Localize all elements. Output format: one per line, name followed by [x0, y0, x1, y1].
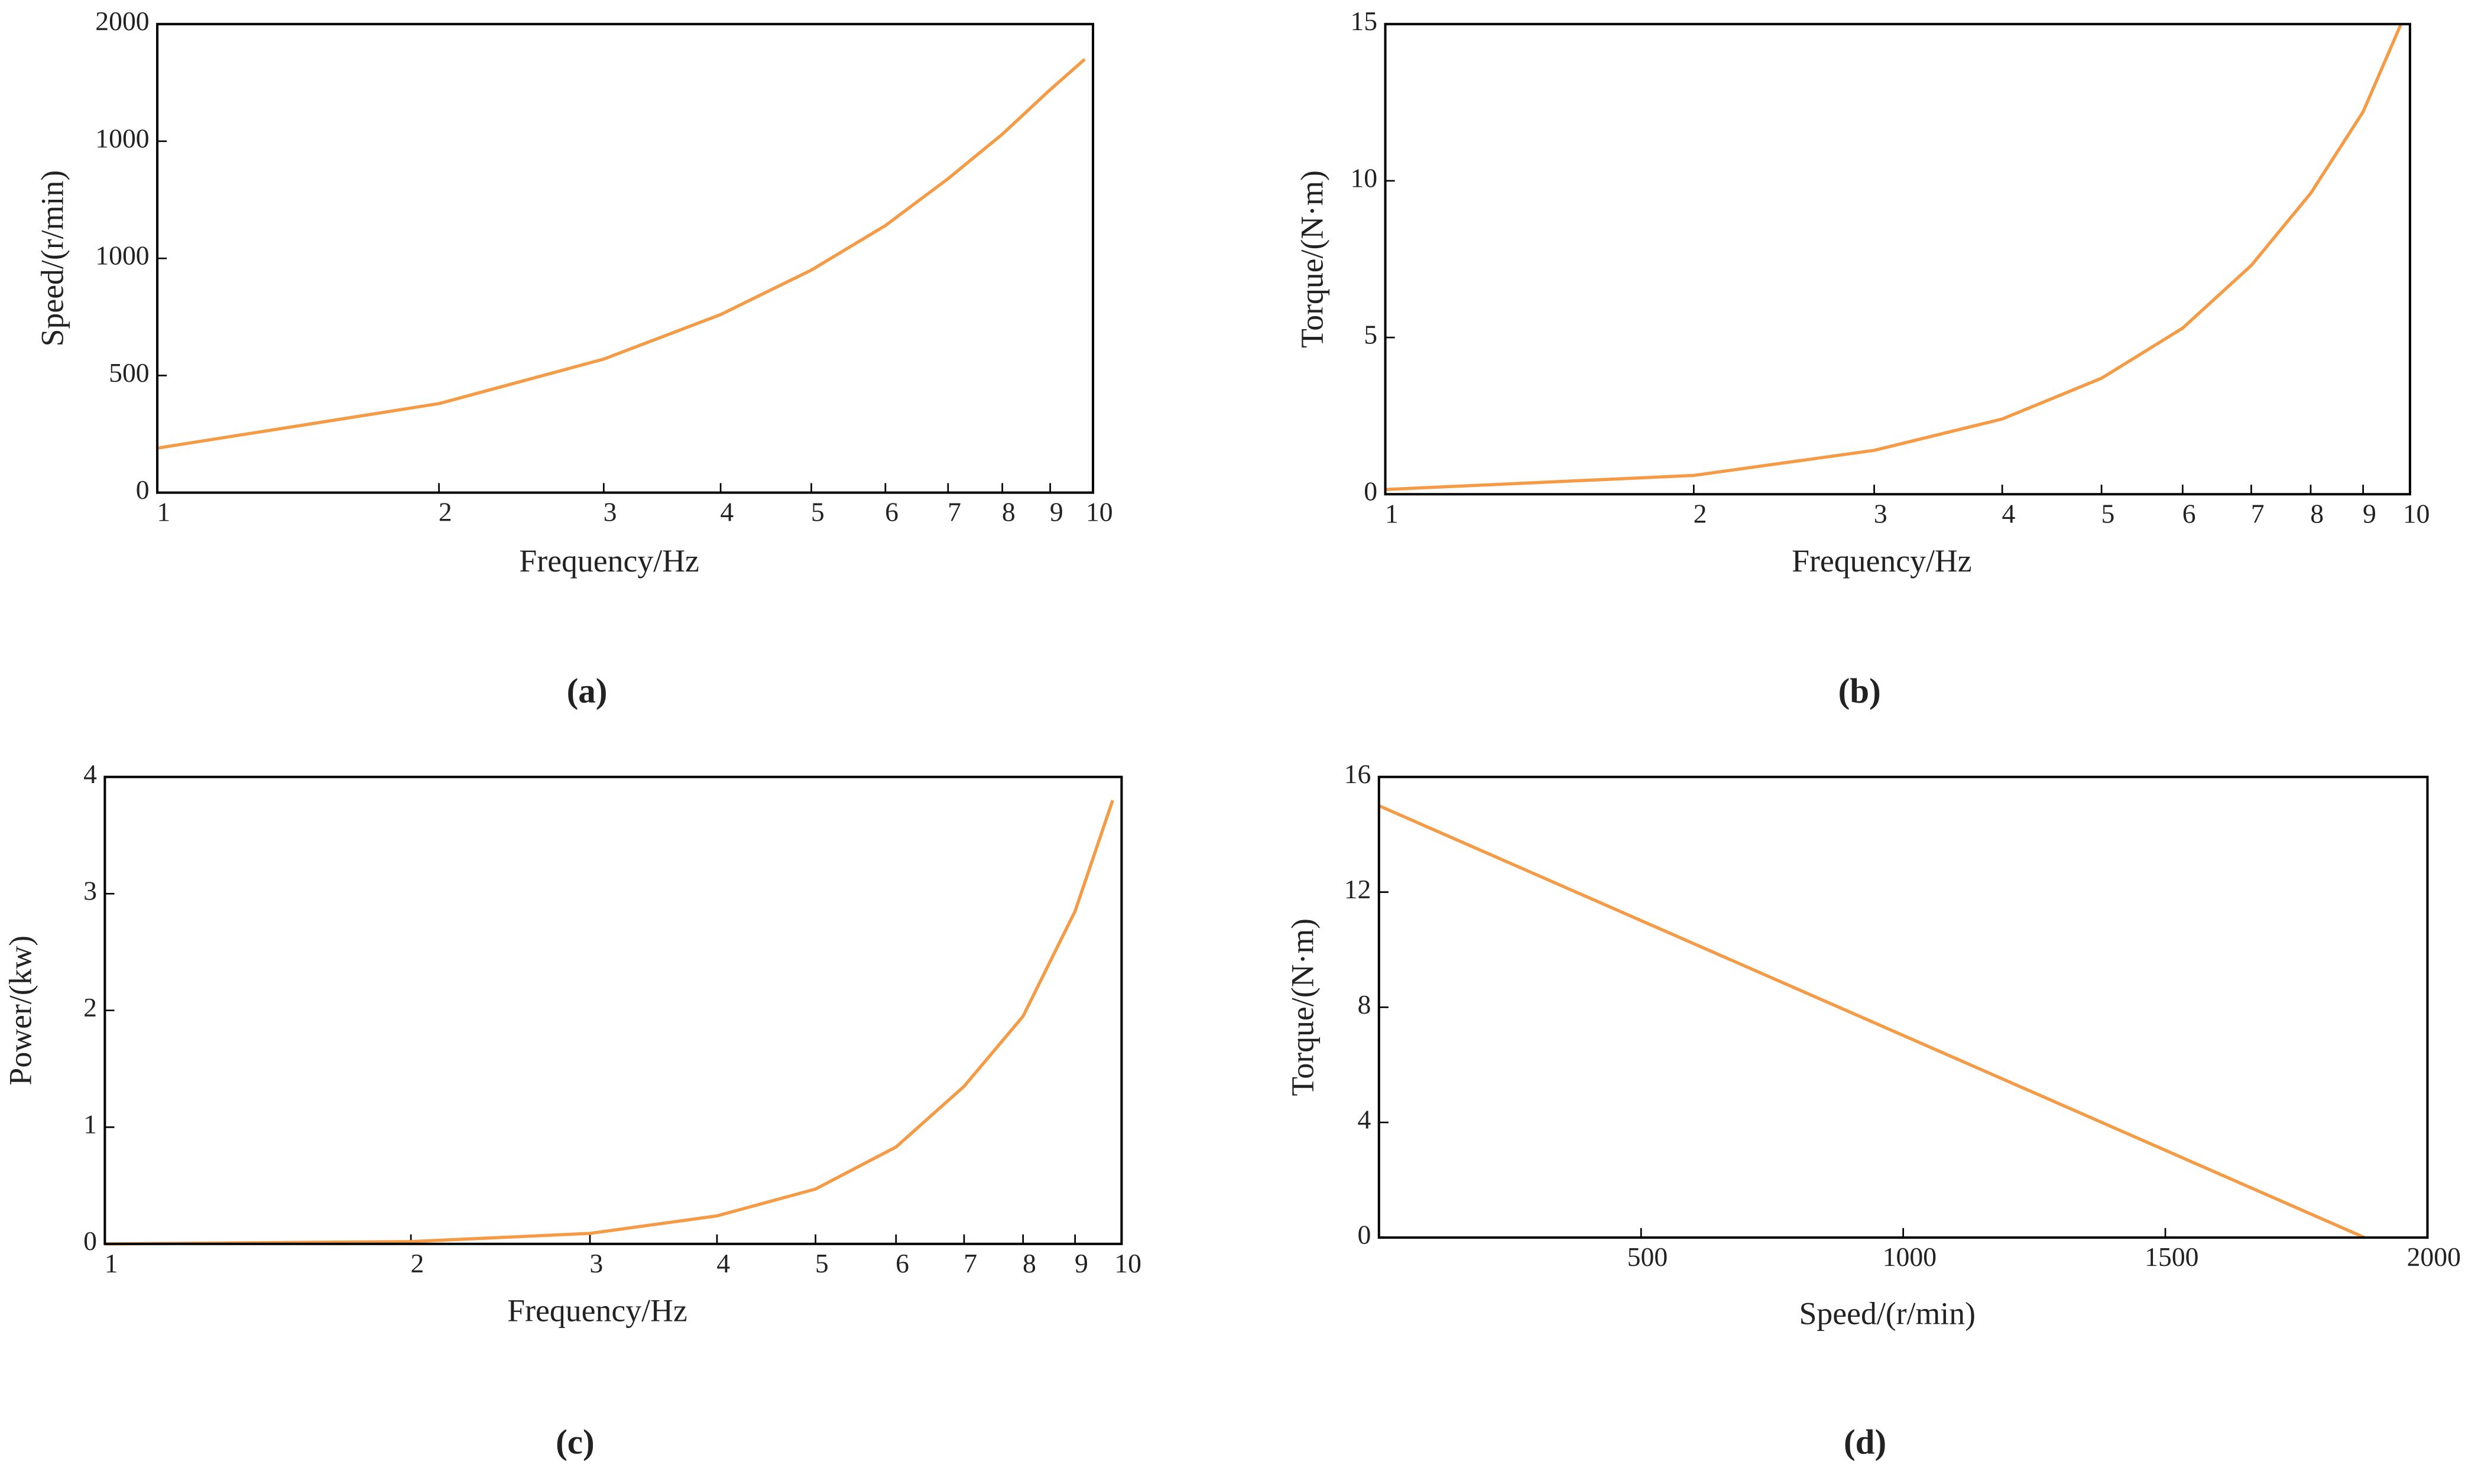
chart-panel: 0 500 1000 1000 2000 1 2 3 4 5 6 7 8 9 10 Frequency/Hz S… — [34, 6, 1112, 710]
data-line — [1378, 804, 2366, 1239]
x-tick-label: 5 — [2101, 498, 2114, 528]
x-tick-label: 5 — [815, 1248, 829, 1278]
x-tick-label: 7 — [964, 1248, 977, 1278]
x-tick-label: 8 — [1002, 497, 1016, 527]
y-tick-label: 4 — [83, 759, 97, 789]
x-tick-label: 8 — [2310, 498, 2324, 528]
x-tick-label: 9 — [1075, 1248, 1088, 1278]
x-tick-label: 10 — [1086, 497, 1113, 527]
chart-panel: 0 5 10 15 1 2 3 4 5 6 7 8 9 10 Frequency/Hz Torque/(N·m… — [1295, 6, 2430, 710]
x-tick-label: 4 — [716, 1248, 730, 1278]
x-tick-label: 1 — [157, 497, 170, 527]
x-tick-label: 500 — [1627, 1242, 1668, 1272]
y-tick-label: 0 — [1364, 476, 1377, 506]
x-tick-label: 5 — [811, 497, 825, 527]
x-tick-label: 9 — [2363, 498, 2376, 528]
plot-frame — [156, 22, 1095, 494]
y-tick-label: 1000 — [95, 241, 149, 271]
x-tick-label: 3 — [604, 497, 617, 527]
x-tick-label: 2000 — [2407, 1242, 2461, 1272]
x-tick-label: 1 — [105, 1248, 118, 1278]
x-axis-label: Frequency/Hz — [507, 1293, 687, 1328]
y-tick-label: 500 — [109, 358, 150, 388]
caption: (c) — [556, 1423, 595, 1462]
caption: (a) — [567, 671, 608, 710]
x-tick-label: 3 — [589, 1248, 603, 1278]
y-tick-label: 0 — [1357, 1219, 1371, 1249]
x-tick-label: 7 — [2251, 498, 2265, 528]
y-tick-label: 4 — [1357, 1105, 1371, 1135]
y-axis-label: Torque/(N·m) — [1295, 170, 1330, 348]
x-tick-label: 6 — [2182, 498, 2196, 528]
x-tick-label: 9 — [1050, 497, 1063, 527]
y-tick-label: 16 — [1344, 759, 1371, 789]
x-tick-label: 4 — [2002, 498, 2015, 528]
y-tick-label: 8 — [1357, 989, 1371, 1019]
y-tick-label: 2000 — [95, 6, 149, 36]
y-tick-label: 2 — [83, 992, 97, 1022]
x-tick-label: 7 — [948, 497, 961, 527]
plot-frame — [103, 775, 1123, 1245]
y-tick-label: 3 — [83, 876, 97, 906]
x-axis-label: Frequency/Hz — [1792, 543, 1971, 579]
y-tick-label: 10 — [1350, 163, 1377, 193]
x-tick-label: 10 — [1114, 1248, 1141, 1278]
y-tick-label: 0 — [83, 1226, 97, 1256]
x-tick-label: 4 — [720, 497, 734, 527]
plot-frame — [1384, 22, 2411, 496]
y-axis-label: Torque/(N·m) — [1285, 918, 1320, 1096]
x-tick-label: 2 — [439, 497, 452, 527]
y-tick-label: 5 — [1364, 320, 1377, 350]
x-tick-label: 10 — [2403, 498, 2430, 528]
data-line — [105, 800, 1114, 1246]
x-tick-label: 3 — [1874, 498, 1887, 528]
y-tick-label: 12 — [1344, 874, 1371, 904]
x-axis-label: Frequency/Hz — [519, 543, 699, 579]
x-tick-label: 6 — [885, 497, 899, 527]
x-tick-label: 6 — [896, 1248, 909, 1278]
y-axis-label: Speed/(r/min) — [34, 170, 70, 347]
caption: (b) — [1838, 671, 1881, 710]
y-tick-label: 0 — [136, 475, 150, 505]
data-line — [1385, 23, 2403, 491]
y-tick-label: 15 — [1350, 6, 1377, 36]
x-tick-label: 2 — [1694, 498, 1707, 528]
x-axis-label: Speed/(r/min) — [1799, 1296, 1976, 1332]
x-tick-label: 1 — [1385, 498, 1399, 528]
chart-panel: 0 4 8 12 16 500 1000 1500 2000 Speed/(r/min) Torqu… — [1285, 759, 2460, 1462]
data-line — [157, 58, 1086, 450]
x-tick-label: 1500 — [2145, 1242, 2198, 1272]
plot-frame — [1377, 775, 2429, 1239]
y-tick-label: 1000 — [95, 123, 149, 153]
y-tick-label: 1 — [83, 1109, 97, 1139]
x-tick-label: 1000 — [1883, 1242, 1937, 1272]
x-tick-label: 2 — [410, 1248, 424, 1278]
x-tick-label: 8 — [1023, 1248, 1036, 1278]
y-axis-label: Power/(kw) — [3, 936, 38, 1086]
caption: (d) — [1844, 1423, 1886, 1462]
